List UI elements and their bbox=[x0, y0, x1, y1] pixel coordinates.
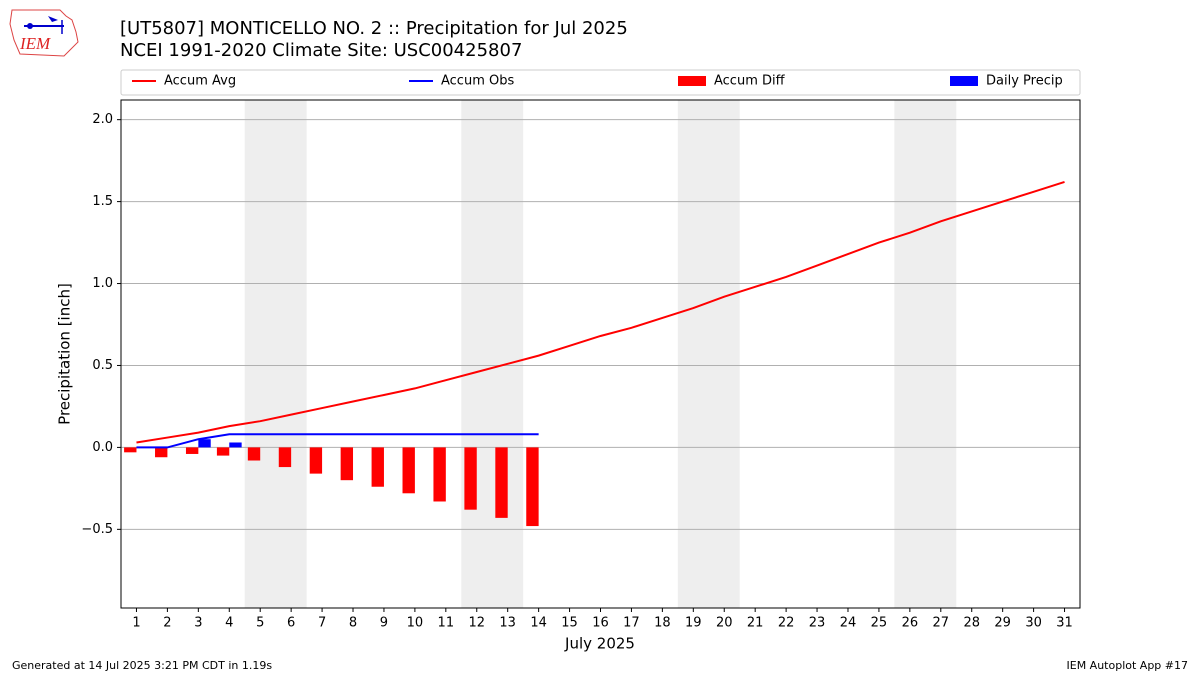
legend-label: Accum Avg bbox=[164, 74, 236, 89]
x-tick-label: 6 bbox=[287, 616, 295, 631]
x-tick-label: 10 bbox=[407, 616, 424, 631]
x-tick-label: 8 bbox=[349, 616, 357, 631]
line bbox=[136, 180, 1065, 444]
x-tick-label: 9 bbox=[380, 616, 388, 631]
x-tick-label: 14 bbox=[530, 616, 547, 631]
x-tick-label: 16 bbox=[592, 616, 609, 631]
x-tick-label: 25 bbox=[871, 616, 888, 631]
footer-left: Generated at 14 Jul 2025 3:21 PM CDT in … bbox=[12, 659, 272, 672]
x-tick-label: 7 bbox=[318, 616, 326, 631]
x-tick-label: 11 bbox=[438, 616, 455, 631]
x-axis-label: July 2025 bbox=[564, 635, 635, 653]
x-tick-label: 12 bbox=[468, 616, 485, 631]
y-tick-label: 0.5 bbox=[92, 358, 113, 373]
y-tick-label: −0.5 bbox=[81, 522, 113, 537]
bar bbox=[464, 447, 477, 510]
x-tick-label: 31 bbox=[1056, 616, 1073, 631]
weekend-shade bbox=[244, 100, 307, 608]
x-tick-label: 28 bbox=[963, 616, 980, 631]
line bbox=[136, 433, 539, 449]
bar bbox=[371, 447, 384, 487]
y-axis-label: Precipitation [inch] bbox=[56, 283, 74, 425]
bar bbox=[340, 447, 354, 481]
legend-frame bbox=[120, 69, 1081, 96]
bar bbox=[185, 447, 199, 454]
x-tick-label: 15 bbox=[561, 616, 578, 631]
legend-swatch bbox=[678, 76, 706, 86]
legend-swatch bbox=[950, 76, 978, 86]
y-tick-label: 0.0 bbox=[92, 440, 113, 455]
bar bbox=[247, 447, 261, 461]
bar bbox=[229, 442, 242, 448]
y-tick-label: 1.5 bbox=[92, 194, 113, 209]
x-tick-label: 19 bbox=[685, 616, 702, 631]
x-tick-label: 1 bbox=[132, 616, 140, 631]
plot-frame bbox=[120, 99, 1081, 609]
x-tick-label: 23 bbox=[809, 616, 826, 631]
x-tick-label: 18 bbox=[654, 616, 671, 631]
bar bbox=[155, 447, 168, 458]
footer-right: IEM Autoplot App #17 bbox=[1067, 659, 1189, 672]
bar bbox=[216, 447, 230, 456]
x-tick-label: 3 bbox=[194, 616, 202, 631]
bar bbox=[309, 447, 323, 474]
weekend-shade bbox=[894, 100, 957, 608]
bar bbox=[278, 447, 292, 468]
x-tick-label: 22 bbox=[778, 616, 795, 631]
legend-label: Accum Diff bbox=[714, 74, 786, 89]
legend-label: Accum Obs bbox=[441, 74, 514, 89]
bar bbox=[402, 447, 415, 494]
x-tick-label: 4 bbox=[225, 616, 233, 631]
x-tick-label: 29 bbox=[994, 616, 1011, 631]
logo-text: IEM bbox=[19, 34, 51, 53]
x-tick-label: 20 bbox=[716, 616, 733, 631]
bar bbox=[495, 447, 508, 518]
x-tick-label: 13 bbox=[499, 616, 516, 631]
x-tick-label: 17 bbox=[623, 616, 640, 631]
x-tick-label: 21 bbox=[747, 616, 764, 631]
bar bbox=[124, 447, 137, 453]
x-tick-label: 30 bbox=[1025, 616, 1042, 631]
logo: IEM bbox=[9, 9, 79, 57]
y-tick-label: 1.0 bbox=[92, 276, 113, 291]
y-tick-label: 2.0 bbox=[92, 112, 113, 127]
bar bbox=[198, 439, 211, 448]
x-tick-label: 26 bbox=[902, 616, 919, 631]
chart-subtitle: NCEI 1991-2020 Climate Site: USC00425807 bbox=[120, 40, 522, 61]
weekend-shade bbox=[461, 100, 524, 608]
x-tick-label: 2 bbox=[163, 616, 171, 631]
x-tick-label: 5 bbox=[256, 616, 264, 631]
chart-title: [UT5807] MONTICELLO NO. 2 :: Precipitati… bbox=[120, 18, 628, 39]
x-tick-label: 27 bbox=[933, 616, 950, 631]
weekend-shade bbox=[677, 100, 740, 608]
bar bbox=[526, 447, 539, 527]
x-tick-label: 24 bbox=[840, 616, 857, 631]
bar bbox=[433, 447, 446, 502]
legend-label: Daily Precip bbox=[986, 74, 1063, 89]
